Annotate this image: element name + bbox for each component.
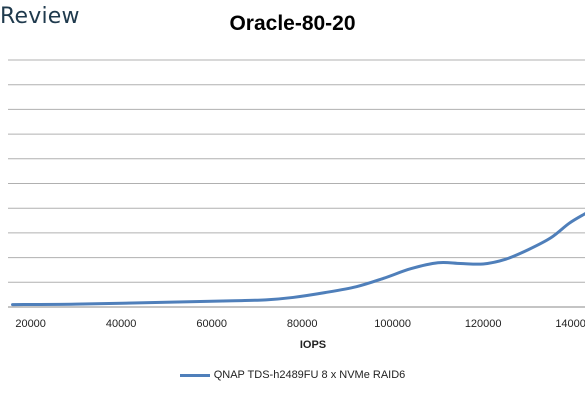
x-tick-label: 40000 bbox=[106, 318, 137, 330]
x-axis-label: IOPS bbox=[300, 339, 326, 351]
x-tick-label: 100000 bbox=[374, 318, 411, 330]
x-tick-label: 80000 bbox=[287, 318, 318, 330]
x-tick-label: 60000 bbox=[196, 318, 227, 330]
x-tick-label: 20000 bbox=[15, 318, 46, 330]
x-tick-label: 120000 bbox=[465, 318, 502, 330]
grid-lines bbox=[8, 59, 585, 308]
series-line bbox=[11, 212, 585, 307]
x-axis-ticks: 20000 40000 60000 80000 100000 120000 140000 bbox=[15, 318, 585, 330]
x-tick-label: 140000 bbox=[555, 318, 585, 330]
legend: QNAP TDS-h2489FU 8 x NVMe RAID6 bbox=[0, 369, 585, 381]
brand-logo-text: Review bbox=[0, 4, 80, 29]
series-lines bbox=[11, 212, 585, 307]
legend-swatch bbox=[179, 373, 210, 377]
chart-title: Oracle-80-20 bbox=[229, 12, 356, 35]
legend-label: QNAP TDS-h2489FU 8 x NVMe RAID6 bbox=[213, 369, 406, 381]
